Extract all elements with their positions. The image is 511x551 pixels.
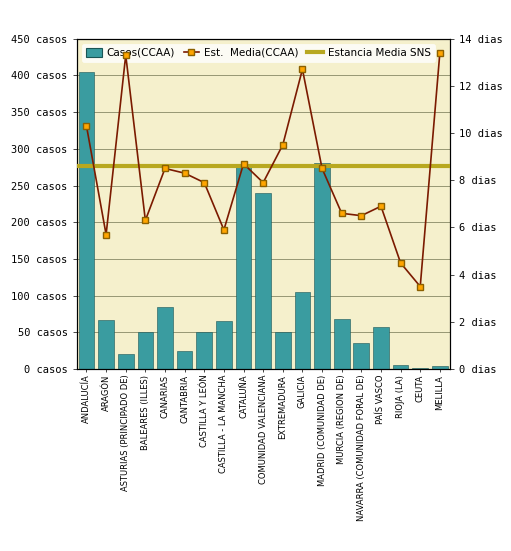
Bar: [354, 343, 369, 369]
Bar: [196, 332, 212, 369]
Bar: [118, 354, 133, 369]
Bar: [256, 193, 271, 369]
Bar: [314, 164, 330, 369]
Bar: [177, 351, 193, 369]
Bar: [393, 365, 408, 369]
Bar: [373, 327, 389, 369]
Bar: [79, 72, 95, 369]
Bar: [236, 167, 251, 369]
Bar: [157, 307, 173, 369]
Bar: [216, 321, 232, 369]
Bar: [412, 368, 428, 369]
Bar: [137, 332, 153, 369]
Bar: [294, 292, 310, 369]
Bar: [432, 366, 448, 369]
Legend: Casos(CCAA), Est.  Media(CCAA), Estancia Media SNS: Casos(CCAA), Est. Media(CCAA), Estancia …: [82, 44, 435, 62]
Bar: [275, 332, 291, 369]
Bar: [334, 319, 350, 369]
Bar: [98, 320, 114, 369]
